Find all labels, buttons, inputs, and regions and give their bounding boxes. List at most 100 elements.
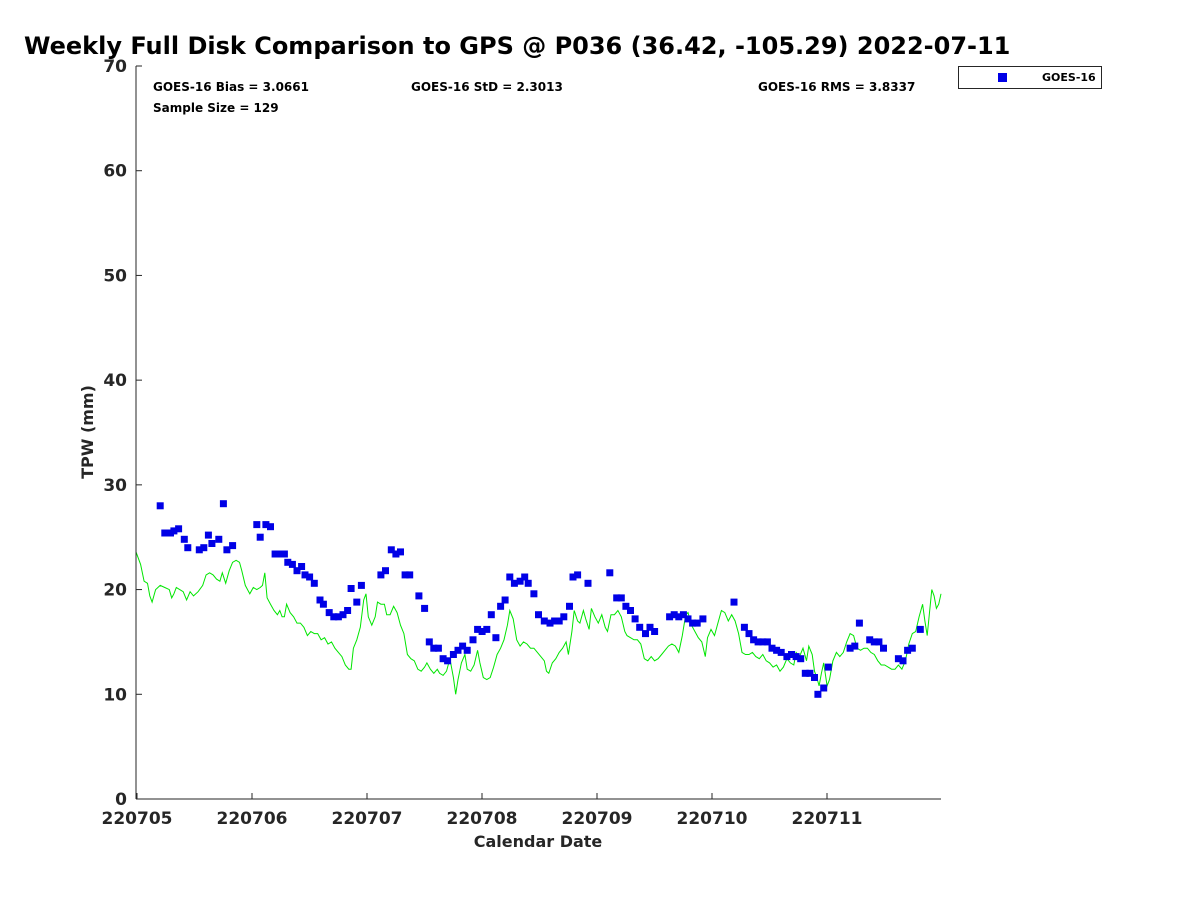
goes-16-point bbox=[824, 663, 832, 671]
goes-16-point bbox=[501, 596, 509, 604]
goes-16-point bbox=[184, 544, 192, 552]
goes-16-point bbox=[293, 567, 301, 575]
legend-marker-goes-16 bbox=[998, 73, 1007, 82]
goes-16-point bbox=[908, 644, 916, 652]
goes-16-point bbox=[679, 611, 687, 619]
goes-16-point bbox=[316, 596, 324, 604]
x-tick-label: 220706 bbox=[217, 809, 288, 829]
goes-16-point bbox=[215, 535, 223, 543]
goes-16-point bbox=[449, 651, 457, 658]
goes-16-point bbox=[875, 638, 883, 646]
std-stat: GOES-16 StD = 2.3013 bbox=[411, 80, 563, 94]
goes-16-point bbox=[469, 636, 477, 644]
goes-16-point bbox=[175, 525, 183, 533]
goes-16-point bbox=[406, 571, 414, 579]
goes-16-point bbox=[516, 577, 524, 585]
goes-16-point bbox=[483, 625, 491, 633]
goes-16-point bbox=[880, 644, 887, 652]
goes-16-point bbox=[642, 630, 649, 638]
goes-16-point bbox=[421, 604, 429, 612]
y-tick-label: 30 bbox=[103, 476, 127, 496]
goes-16-point bbox=[439, 655, 447, 663]
goes-16-point bbox=[401, 571, 409, 579]
goes-16-point bbox=[806, 669, 814, 677]
goes-16-point bbox=[325, 609, 333, 617]
goes-16-point bbox=[339, 611, 347, 619]
goes-16-point bbox=[454, 646, 462, 654]
goes-16-point bbox=[745, 630, 753, 638]
goes-16-point bbox=[851, 642, 859, 650]
goes-16-point bbox=[415, 592, 423, 600]
goes-16-point bbox=[521, 573, 529, 581]
goes-16-point bbox=[382, 567, 389, 575]
goes-16-point bbox=[276, 550, 284, 558]
goes-16-point bbox=[524, 579, 532, 587]
x-tick-label: 220711 bbox=[792, 809, 863, 829]
y-tick-label: 20 bbox=[103, 581, 127, 601]
goes-16-point bbox=[555, 617, 563, 625]
goes-16-point bbox=[530, 590, 538, 598]
x-tick-label: 220709 bbox=[562, 809, 633, 829]
goes-16-point bbox=[689, 619, 697, 627]
goes-16-point bbox=[161, 529, 169, 537]
goes-16-point bbox=[631, 615, 639, 623]
goes-16-point bbox=[797, 655, 805, 663]
gps-series-layer bbox=[135, 551, 942, 695]
goes-16-point bbox=[792, 653, 800, 661]
y-tick-label: 70 bbox=[103, 57, 127, 77]
rms-stat: GOES-16 RMS = 3.8337 bbox=[758, 80, 915, 94]
goes-16-point bbox=[684, 615, 692, 623]
goes-16-point bbox=[622, 602, 630, 610]
goes-16-point bbox=[777, 648, 785, 656]
goes-16-point bbox=[763, 638, 771, 646]
goes-16-point bbox=[894, 655, 902, 663]
goes-16-point bbox=[357, 581, 365, 589]
goes-16-point bbox=[397, 548, 404, 556]
goes-16-point bbox=[444, 657, 452, 665]
goes-16-point bbox=[271, 550, 279, 558]
goes-16-point bbox=[584, 579, 592, 587]
goes-16-point bbox=[540, 617, 548, 625]
goes-16-point bbox=[347, 585, 355, 592]
goes-16-point bbox=[904, 646, 912, 654]
goes-16-point bbox=[569, 573, 577, 581]
legend-label-goes-16: GOES-16 bbox=[1042, 71, 1096, 84]
gps-series-line bbox=[135, 551, 942, 695]
goes-16-point bbox=[670, 611, 678, 619]
goes-16-point bbox=[387, 546, 395, 554]
goes-16-point bbox=[301, 571, 309, 579]
legend-box bbox=[958, 66, 1102, 89]
goes-16-point bbox=[730, 598, 738, 606]
goes-16-point bbox=[208, 540, 216, 547]
y-tick-label: 40 bbox=[103, 371, 127, 391]
sample-size-stat: Sample Size = 129 bbox=[153, 101, 279, 115]
goes-16-point bbox=[551, 617, 559, 625]
goes-16-point bbox=[487, 611, 495, 619]
goes-16-point bbox=[855, 619, 863, 627]
goes-16-point bbox=[319, 600, 327, 608]
goes-16-point bbox=[474, 625, 482, 633]
goes-16-point bbox=[754, 638, 762, 646]
goes-16-point bbox=[613, 594, 621, 602]
goes-16-point bbox=[219, 500, 227, 508]
goes-16-point bbox=[566, 602, 573, 610]
goes-16-point bbox=[759, 638, 767, 646]
x-tick-label: 220708 bbox=[447, 809, 518, 829]
goes-16-point bbox=[377, 571, 385, 579]
goes-16-point bbox=[916, 625, 924, 633]
goes-16-point bbox=[392, 550, 400, 558]
y-tick-label: 10 bbox=[103, 685, 127, 705]
legend: GOES-16 bbox=[958, 66, 1102, 89]
y-tick-label: 0 bbox=[115, 790, 127, 810]
goes-16-point bbox=[560, 613, 568, 621]
goes-16-point bbox=[646, 623, 654, 631]
goes-16-point bbox=[651, 628, 659, 635]
goes-16-point bbox=[866, 636, 874, 644]
goes-16-point bbox=[788, 651, 795, 658]
goes-16-point bbox=[425, 638, 433, 646]
x-axis-label: Calendar Date bbox=[474, 832, 603, 851]
goes-16-point bbox=[353, 598, 361, 606]
goes-16-point bbox=[284, 558, 292, 566]
goes-16-point bbox=[204, 531, 212, 539]
goes-16-point bbox=[334, 613, 342, 621]
